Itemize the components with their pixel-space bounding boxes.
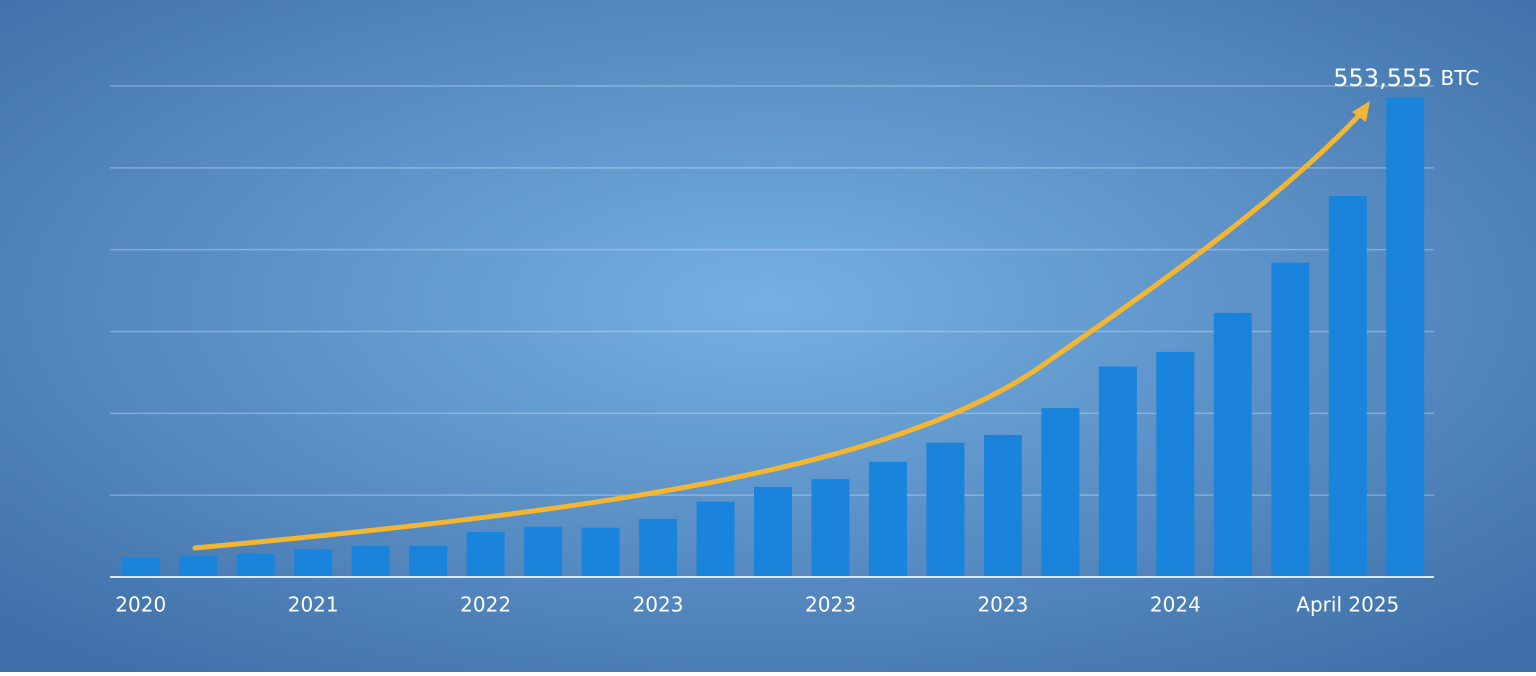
bar xyxy=(983,434,1022,577)
trend-arrow xyxy=(192,105,1369,551)
bar xyxy=(351,545,390,577)
bar xyxy=(121,557,160,577)
x-tick-label: 2020 xyxy=(115,593,166,617)
x-tick-label: 2023 xyxy=(805,593,856,617)
bar xyxy=(1041,408,1080,577)
bar xyxy=(236,553,275,577)
x-tick-label: 2021 xyxy=(288,593,339,617)
value-label-unit: BTC xyxy=(1441,66,1480,90)
grid xyxy=(110,85,1434,496)
bar xyxy=(1271,262,1310,577)
bar xyxy=(1328,195,1367,578)
bar xyxy=(409,545,448,577)
bar xyxy=(926,442,965,577)
bar xyxy=(179,556,218,577)
bar xyxy=(754,486,792,577)
bar xyxy=(1156,351,1195,577)
bar xyxy=(868,461,907,577)
bar xyxy=(811,479,850,577)
arrow-head xyxy=(1352,101,1370,122)
value-label: 553,555 BTC xyxy=(1333,64,1479,92)
x-tick-label: April 2025 xyxy=(1296,593,1399,617)
bar xyxy=(639,518,678,577)
bar xyxy=(1386,97,1425,577)
bar xyxy=(1098,366,1137,577)
value-label-number: 553,555 xyxy=(1333,64,1432,92)
x-tick-label: 2023 xyxy=(977,593,1028,617)
bar xyxy=(696,501,735,577)
bar xyxy=(524,526,563,577)
bar xyxy=(1213,312,1252,577)
x-tick-label: 2023 xyxy=(633,593,684,617)
bar xyxy=(581,527,620,577)
bars xyxy=(121,97,1425,578)
x-tick-label: 2022 xyxy=(460,593,511,617)
bar xyxy=(294,549,333,577)
bar xyxy=(466,531,505,577)
x-tick-label: 2024 xyxy=(1150,593,1201,617)
